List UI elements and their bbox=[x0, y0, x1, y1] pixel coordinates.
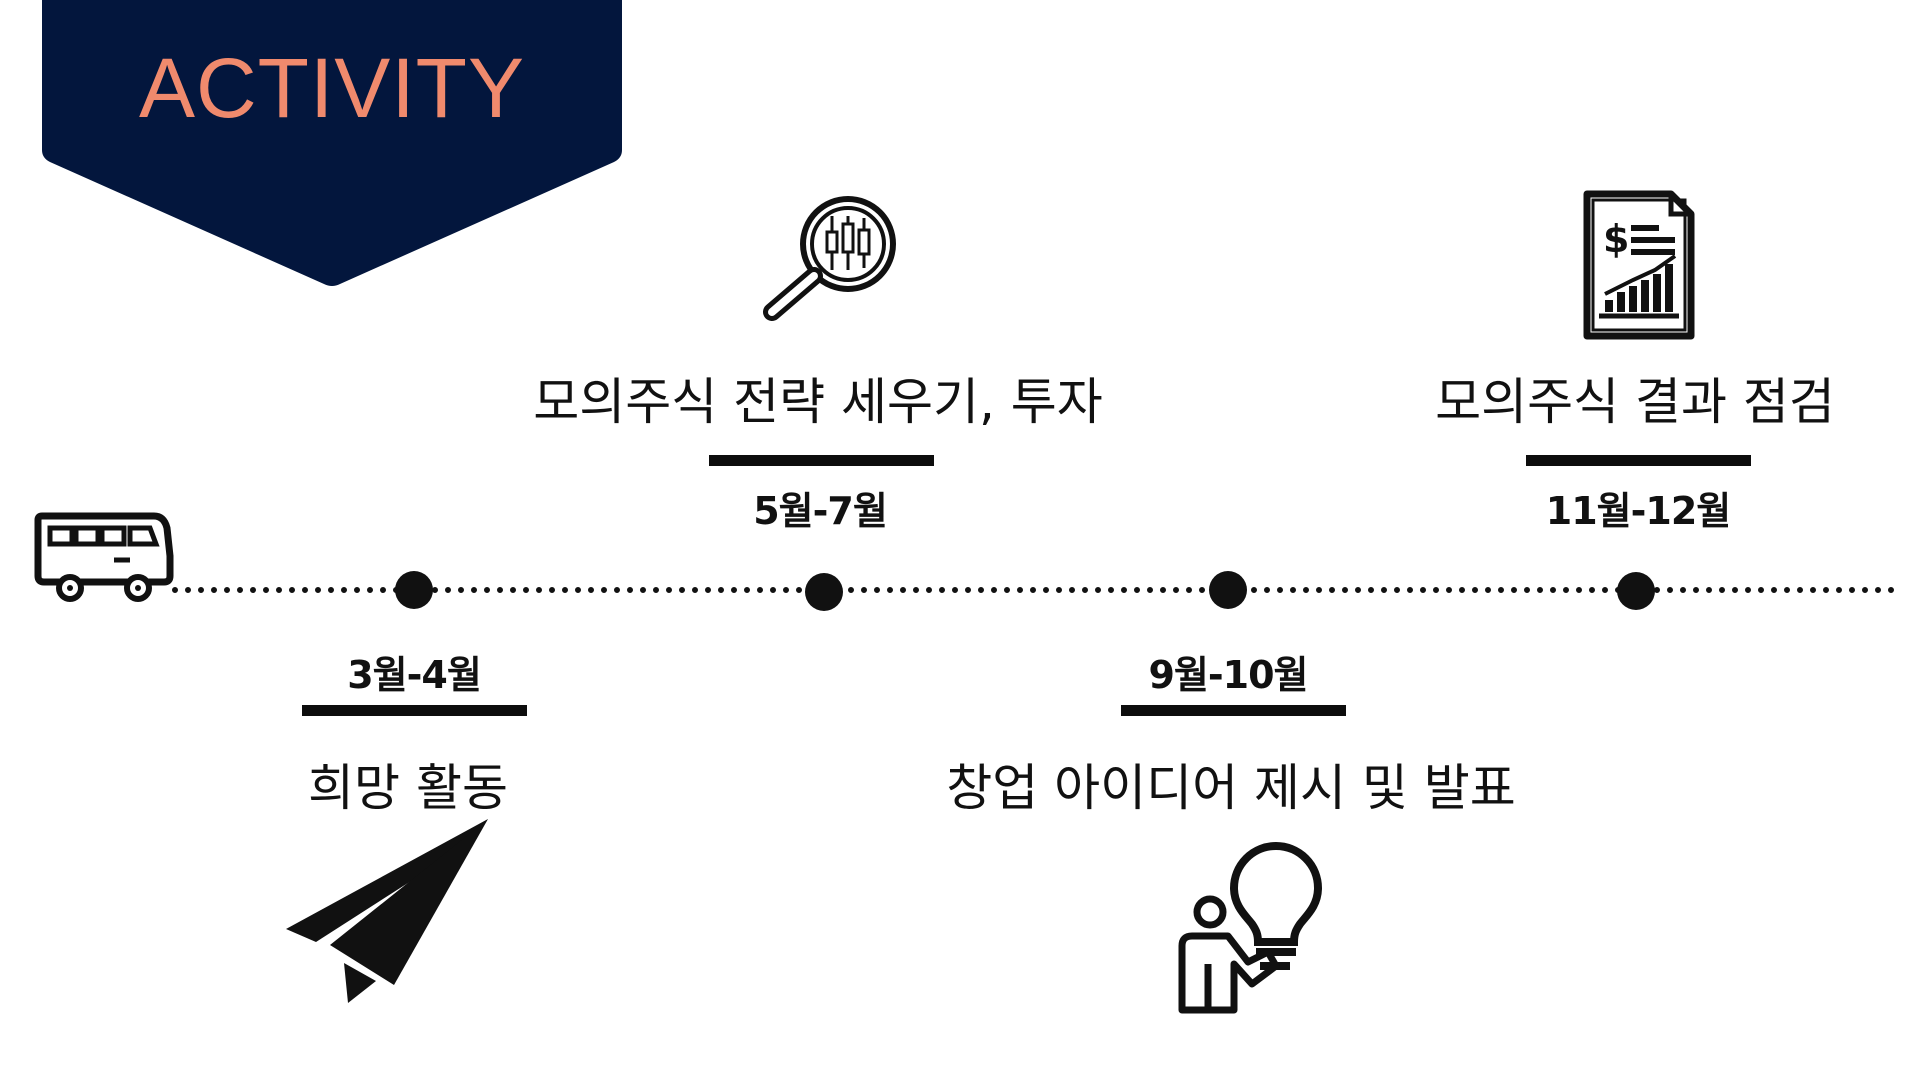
page-title: ACTIVITY bbox=[138, 41, 526, 135]
person-lightbulb-icon bbox=[1178, 841, 1323, 1014]
timeline-item-2-title: 모의주식 전략 세우기, 투자 bbox=[533, 373, 1103, 431]
financial-report-icon: $ bbox=[1583, 190, 1695, 340]
timeline-item-1-divider bbox=[302, 705, 527, 716]
timeline-dot-4 bbox=[1617, 572, 1655, 610]
timeline-item-1-title: 희망 활동 bbox=[308, 759, 508, 817]
timeline-item-1-date: 3월-4월 bbox=[347, 653, 482, 697]
timeline-item-4-title: 모의주식 결과 점검 bbox=[1435, 373, 1835, 431]
timeline-item-4-divider bbox=[1526, 455, 1751, 466]
timeline-dot-3 bbox=[1209, 571, 1247, 609]
paper-plane-icon bbox=[286, 819, 488, 1003]
timeline-item-4-date: 11월-12월 bbox=[1545, 489, 1731, 533]
timeline-dot-2 bbox=[805, 573, 843, 611]
timeline-item-3-divider bbox=[1121, 705, 1346, 716]
timeline-dot-1 bbox=[395, 571, 433, 609]
timeline-item-3-date: 9월-10월 bbox=[1148, 653, 1308, 697]
timeline-item-3-title: 창업 아이디어 제시 및 발표 bbox=[946, 759, 1516, 817]
magnifier-candlestick-icon bbox=[763, 196, 896, 321]
timeline-item-2-date: 5월-7월 bbox=[753, 489, 888, 533]
svg-text:$: $ bbox=[1603, 217, 1629, 261]
timeline-item-2-divider bbox=[709, 455, 934, 466]
bus-icon bbox=[34, 512, 174, 602]
